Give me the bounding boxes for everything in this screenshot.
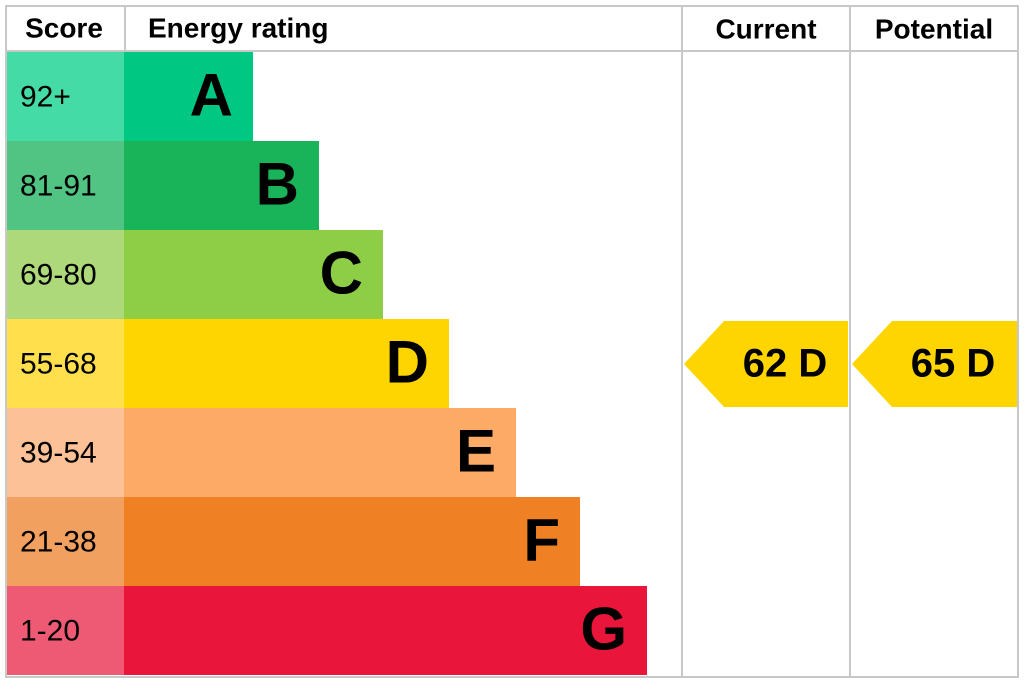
rating-letter: B [256, 150, 299, 217]
rating-letter: E [456, 417, 496, 484]
outer-border [5, 5, 1019, 678]
score-cell [7, 319, 124, 408]
rating-bar [124, 497, 580, 586]
score-range: 39-54 [20, 436, 97, 469]
score-range: 69-80 [20, 258, 97, 291]
score-cell [7, 586, 124, 675]
rating-bar [124, 586, 647, 675]
header-score: Score [25, 12, 103, 43]
score-cell [7, 141, 124, 230]
header-rating: Energy rating [148, 12, 328, 43]
potential-arrow [852, 321, 1017, 407]
rating-bar [124, 408, 516, 497]
header-potential: Potential [875, 13, 993, 44]
current-rating: 62 D [743, 342, 828, 386]
rating-bar [124, 230, 383, 319]
rating-bar [124, 141, 319, 230]
current-arrow [684, 321, 848, 407]
score-range: 92+ [20, 80, 71, 113]
rating-bar [124, 319, 449, 408]
score-cell [7, 408, 124, 497]
rating-letter: G [580, 595, 627, 662]
score-range: 1-20 [20, 614, 80, 647]
rating-letter: A [190, 61, 233, 128]
score-cell [7, 52, 124, 141]
rating-letter: D [386, 328, 429, 395]
rating-bar [124, 52, 253, 141]
rating-letter: C [320, 239, 363, 306]
score-range: 81-91 [20, 169, 97, 202]
rating-letter: F [523, 506, 560, 573]
potential-rating: 65 D [911, 342, 996, 386]
score-cell [7, 497, 124, 586]
header-current: Current [715, 13, 816, 44]
score-cell [7, 230, 124, 319]
score-range: 21-38 [20, 525, 97, 558]
score-range: 55-68 [20, 347, 97, 380]
